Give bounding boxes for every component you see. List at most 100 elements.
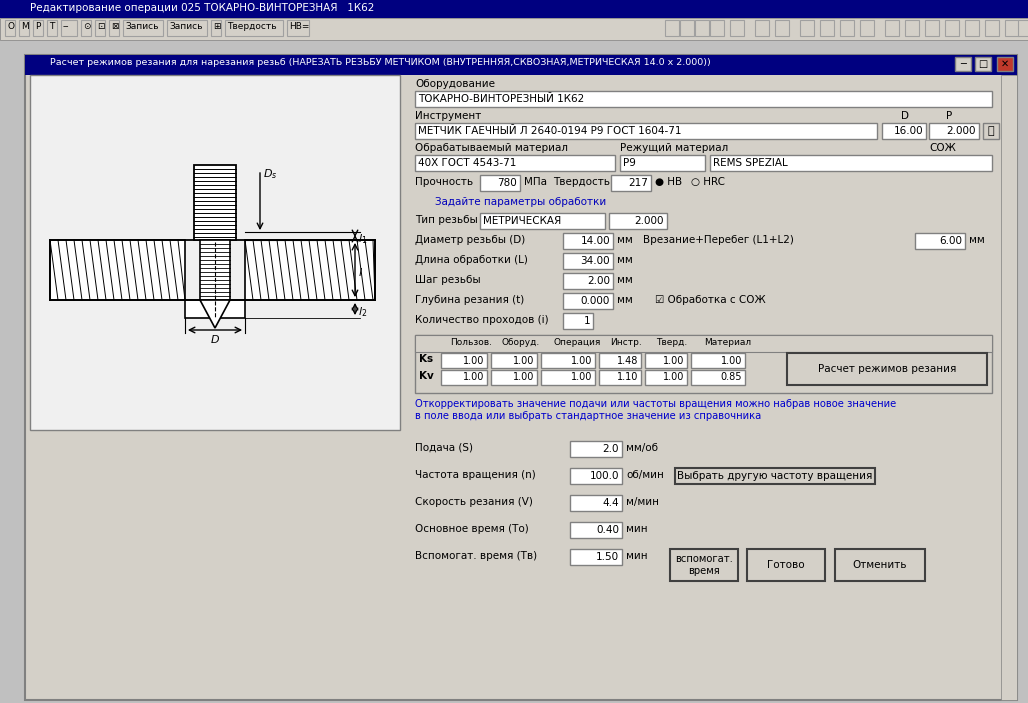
FancyBboxPatch shape bbox=[997, 57, 1013, 71]
Text: Расчет режимов резания: Расчет режимов резания bbox=[818, 364, 956, 374]
FancyBboxPatch shape bbox=[800, 20, 814, 36]
FancyBboxPatch shape bbox=[611, 175, 651, 191]
Text: 40Х ГОСТ 4543-71: 40Х ГОСТ 4543-71 bbox=[418, 158, 516, 168]
FancyBboxPatch shape bbox=[945, 20, 959, 36]
Text: --: -- bbox=[63, 22, 70, 31]
FancyBboxPatch shape bbox=[415, 155, 615, 171]
FancyBboxPatch shape bbox=[194, 165, 236, 240]
Text: Обрабатываемый материал: Обрабатываемый материал bbox=[415, 143, 568, 153]
Text: мм: мм bbox=[969, 235, 985, 245]
Text: О: О bbox=[7, 22, 14, 31]
Text: 217: 217 bbox=[628, 178, 648, 188]
Text: $D$: $D$ bbox=[210, 333, 220, 345]
FancyBboxPatch shape bbox=[541, 353, 595, 368]
FancyBboxPatch shape bbox=[885, 20, 900, 36]
Text: 14.00: 14.00 bbox=[581, 236, 610, 246]
FancyBboxPatch shape bbox=[30, 75, 400, 430]
Text: ○ HRC: ○ HRC bbox=[691, 177, 725, 187]
FancyBboxPatch shape bbox=[441, 353, 487, 368]
Text: ТОКАРНО-ВИНТОРЕЗНЫЙ 1К62: ТОКАРНО-ВИНТОРЕЗНЫЙ 1К62 bbox=[418, 94, 584, 104]
Text: P: P bbox=[946, 111, 952, 121]
Text: мин: мин bbox=[626, 551, 648, 561]
FancyBboxPatch shape bbox=[620, 155, 705, 171]
FancyBboxPatch shape bbox=[747, 549, 825, 581]
FancyBboxPatch shape bbox=[541, 370, 595, 385]
Polygon shape bbox=[200, 300, 230, 328]
Text: 1.10: 1.10 bbox=[617, 373, 638, 382]
Text: 1.00: 1.00 bbox=[663, 373, 684, 382]
FancyBboxPatch shape bbox=[599, 353, 641, 368]
FancyBboxPatch shape bbox=[570, 468, 622, 484]
Text: 1.00: 1.00 bbox=[463, 356, 484, 366]
Text: М: М bbox=[21, 22, 29, 31]
FancyBboxPatch shape bbox=[955, 57, 971, 71]
FancyBboxPatch shape bbox=[983, 123, 999, 139]
FancyBboxPatch shape bbox=[695, 20, 709, 36]
Text: Подача (S): Подача (S) bbox=[415, 443, 473, 453]
FancyBboxPatch shape bbox=[0, 18, 1028, 40]
FancyBboxPatch shape bbox=[755, 20, 769, 36]
Text: 1.00: 1.00 bbox=[571, 373, 592, 382]
Text: 100.0: 100.0 bbox=[589, 471, 619, 481]
Text: Твердость: Твердость bbox=[553, 177, 610, 187]
Text: Инструмент: Инструмент bbox=[415, 111, 481, 121]
FancyBboxPatch shape bbox=[200, 240, 230, 300]
FancyBboxPatch shape bbox=[211, 20, 221, 36]
FancyBboxPatch shape bbox=[25, 55, 1017, 75]
FancyBboxPatch shape bbox=[609, 213, 667, 229]
Text: ● НВ: ● НВ bbox=[655, 177, 683, 187]
Text: Режущий материал: Режущий материал bbox=[620, 143, 728, 153]
FancyBboxPatch shape bbox=[730, 20, 744, 36]
Text: ☑ Обработка с СОЖ: ☑ Обработка с СОЖ bbox=[655, 295, 766, 305]
FancyBboxPatch shape bbox=[563, 313, 593, 329]
FancyBboxPatch shape bbox=[965, 20, 979, 36]
FancyBboxPatch shape bbox=[675, 468, 875, 484]
Text: Задайте параметры обработки: Задайте параметры обработки bbox=[435, 197, 607, 207]
Text: ─: ─ bbox=[960, 59, 966, 69]
FancyBboxPatch shape bbox=[563, 273, 613, 289]
Text: 6.00: 6.00 bbox=[939, 236, 962, 246]
FancyBboxPatch shape bbox=[787, 353, 987, 385]
Text: 2.0: 2.0 bbox=[602, 444, 619, 454]
FancyBboxPatch shape bbox=[860, 20, 874, 36]
FancyBboxPatch shape bbox=[1018, 20, 1028, 36]
Text: 1.00: 1.00 bbox=[513, 356, 534, 366]
Text: 2.000: 2.000 bbox=[947, 126, 976, 136]
Text: Расчет режимов резания для нарезания резьб (НАРЕЗАТЬ РЕЗЬБУ МЕТЧИКОМ (ВНУТРЕННЯЯ: Расчет режимов резания для нарезания рез… bbox=[50, 58, 710, 67]
FancyBboxPatch shape bbox=[245, 240, 375, 300]
Text: Р: Р bbox=[35, 22, 40, 31]
FancyBboxPatch shape bbox=[691, 370, 745, 385]
Text: Основное время (То): Основное время (То) bbox=[415, 524, 528, 534]
Text: МЕТРИЧЕСКАЯ: МЕТРИЧЕСКАЯ bbox=[483, 216, 561, 226]
Text: Запись: Запись bbox=[125, 22, 158, 31]
Text: Глубина резания (t): Глубина резания (t) bbox=[415, 295, 524, 305]
Text: МПа: МПа bbox=[524, 177, 547, 187]
Text: $D_s$: $D_s$ bbox=[263, 167, 278, 181]
FancyBboxPatch shape bbox=[670, 549, 738, 581]
Text: 🔧: 🔧 bbox=[988, 126, 994, 136]
FancyBboxPatch shape bbox=[563, 253, 613, 269]
FancyBboxPatch shape bbox=[123, 20, 163, 36]
Text: Оборудование: Оборудование bbox=[415, 79, 495, 89]
Text: мм: мм bbox=[617, 235, 633, 245]
Text: REMS SPEZIAL: REMS SPEZIAL bbox=[713, 158, 787, 168]
Text: Ks: Ks bbox=[419, 354, 433, 364]
Text: Операция: Операция bbox=[554, 338, 601, 347]
Text: Готово: Готово bbox=[767, 560, 805, 570]
FancyBboxPatch shape bbox=[599, 370, 641, 385]
Text: 780: 780 bbox=[498, 178, 517, 188]
Text: 1.48: 1.48 bbox=[617, 356, 638, 366]
Text: 16.00: 16.00 bbox=[893, 126, 923, 136]
Text: Шаг резьбы: Шаг резьбы bbox=[415, 275, 481, 285]
FancyBboxPatch shape bbox=[491, 370, 537, 385]
FancyBboxPatch shape bbox=[929, 123, 979, 139]
FancyBboxPatch shape bbox=[0, 0, 1028, 18]
Text: 1.00: 1.00 bbox=[663, 356, 684, 366]
FancyBboxPatch shape bbox=[915, 233, 965, 249]
FancyBboxPatch shape bbox=[710, 20, 724, 36]
FancyBboxPatch shape bbox=[925, 20, 939, 36]
FancyBboxPatch shape bbox=[1001, 75, 1017, 700]
Text: $l_1$: $l_1$ bbox=[358, 232, 367, 246]
Text: мм/об: мм/об bbox=[626, 443, 658, 453]
Text: НВ=: НВ= bbox=[289, 22, 309, 31]
